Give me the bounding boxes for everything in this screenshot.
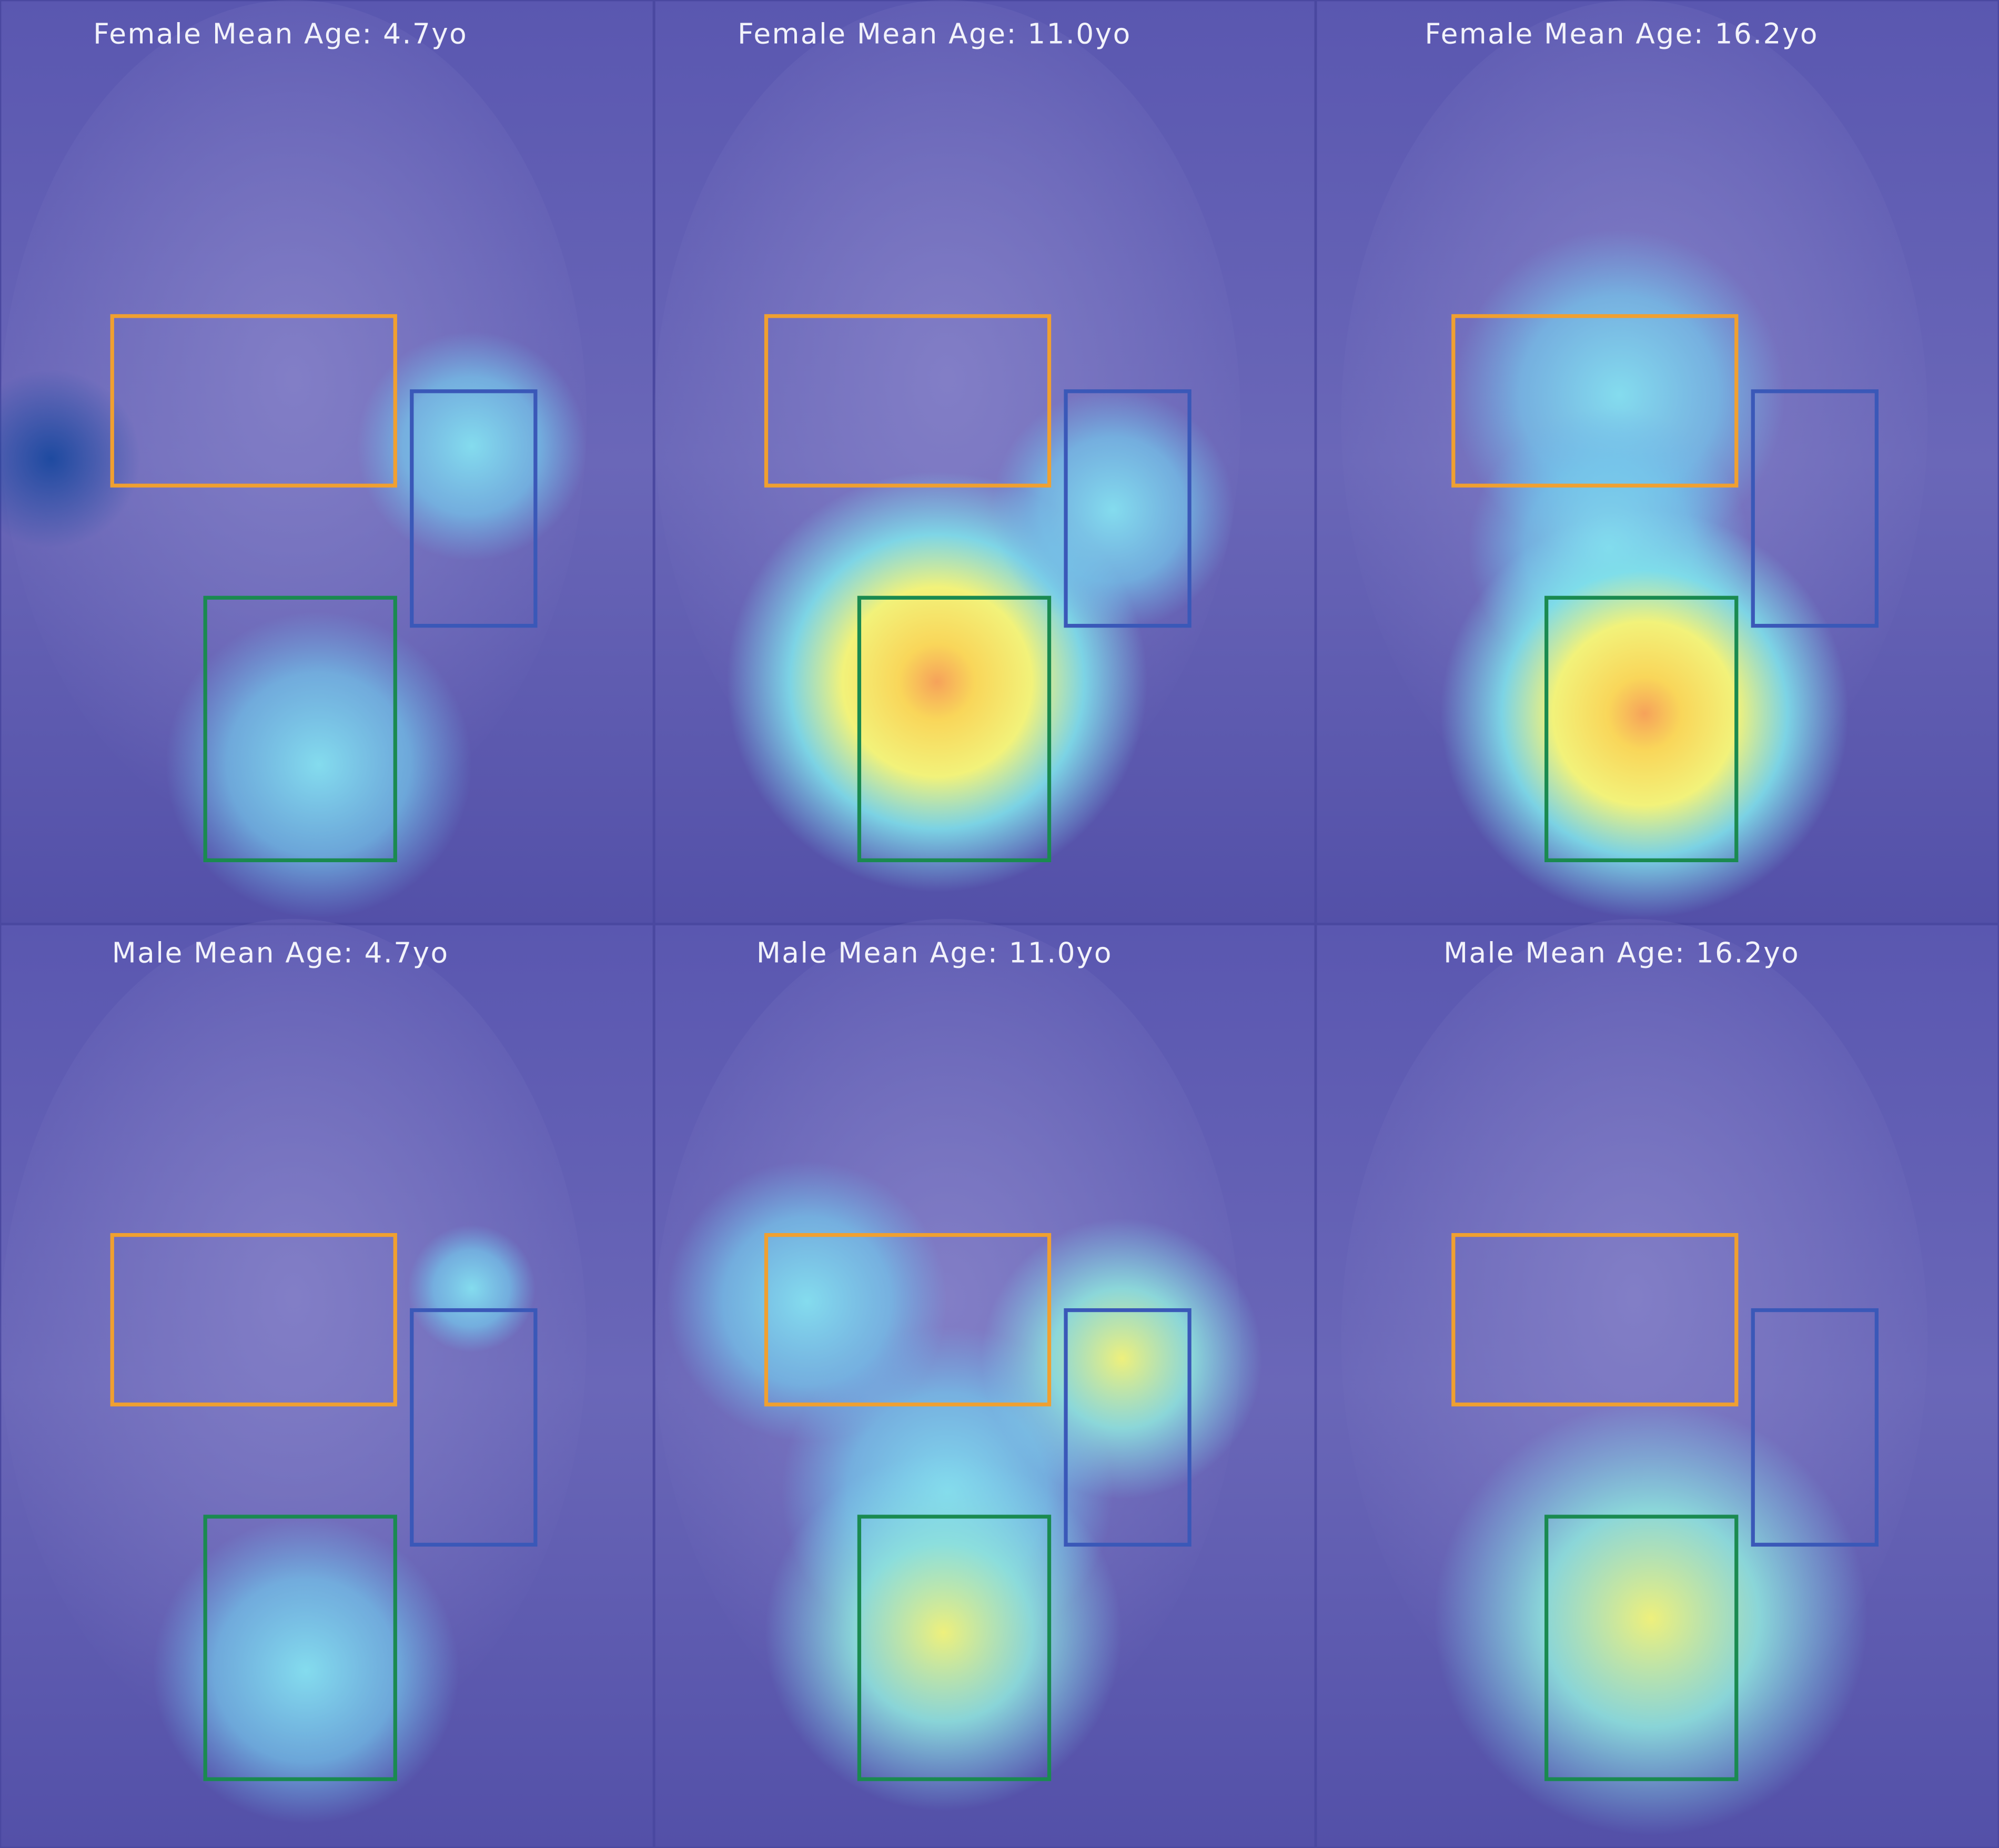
roi-box-green [203,1514,397,1781]
heat-region [765,1454,1122,1811]
roi-box-green [203,595,397,862]
hand-shadow [0,0,587,842]
roi-box-green [857,1514,1052,1781]
roi-box-orange [110,314,397,488]
roi-box-orange [110,1233,397,1407]
panel-title: Male Mean Age: 16.2yo [1443,936,1800,969]
panel-title: Female Mean Age: 4.7yo [93,17,468,50]
heatmap-panel: Female Mean Age: 4.7yo [0,0,655,925]
roi-box-blue [1751,389,1879,628]
roi-box-blue [1751,1308,1879,1547]
roi-box-blue [410,1308,538,1547]
heatmap-panel: Male Mean Age: 16.2yo [1314,918,1999,1848]
heat-region [357,331,587,561]
roi-box-orange [764,1233,1052,1407]
roi-box-orange [1451,314,1739,488]
panel-title: Female Mean Age: 11.0yo [738,17,1131,50]
roi-box-orange [764,314,1052,488]
panel-title: Female Mean Age: 16.2yo [1425,17,1818,50]
roi-box-blue [1064,389,1192,628]
heat-region [1434,1402,1868,1835]
roi-box-green [857,595,1052,862]
panel-title: Male Mean Age: 11.0yo [756,936,1113,969]
heat-region [408,1225,536,1352]
heat-region [982,1218,1263,1499]
heat-region [166,611,472,918]
heatmap-panel: Female Mean Age: 16.2yo [1314,0,1999,925]
panel-title: Male Mean Age: 4.7yo [112,936,449,969]
heat-region [1440,510,1849,918]
heat-region [0,369,140,548]
hand-shadow [0,918,587,1760]
heat-region [992,388,1234,631]
roi-box-blue [410,389,538,628]
heatmap-panel: Male Mean Age: 4.7yo [0,918,655,1848]
roi-box-blue [1064,1308,1192,1547]
roi-box-green [1544,1514,1739,1781]
heatmap-panel: Male Mean Age: 11.0yo [652,918,1317,1848]
heat-region [153,1518,459,1824]
roi-box-orange [1451,1233,1739,1407]
heatmap-panel: Female Mean Age: 11.0yo [652,0,1317,925]
roi-box-green [1544,595,1739,862]
